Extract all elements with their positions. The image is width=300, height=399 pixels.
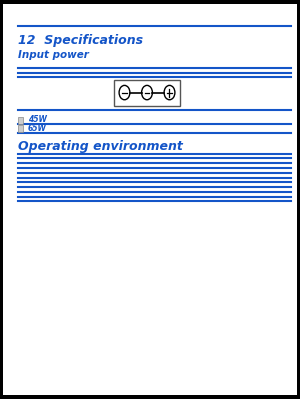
- FancyBboxPatch shape: [18, 125, 23, 132]
- FancyBboxPatch shape: [3, 4, 297, 395]
- Text: 65W: 65W: [28, 124, 47, 133]
- FancyBboxPatch shape: [18, 117, 23, 124]
- FancyBboxPatch shape: [114, 80, 180, 106]
- Text: 12  Specifications: 12 Specifications: [18, 34, 143, 47]
- Text: Input power: Input power: [18, 50, 89, 60]
- Text: Operating environment: Operating environment: [18, 140, 183, 154]
- Text: 45W: 45W: [28, 115, 47, 124]
